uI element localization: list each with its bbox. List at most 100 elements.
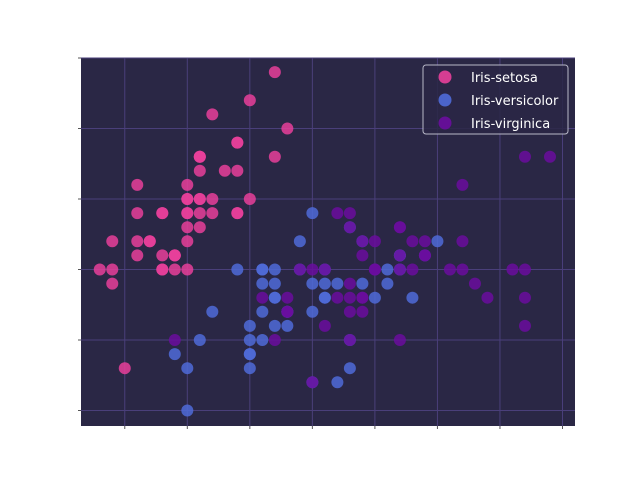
point-iris-versicolor	[268, 291, 281, 304]
point-iris-versicolor	[431, 235, 444, 248]
point-iris-setosa	[156, 207, 169, 220]
point-iris-setosa	[206, 108, 219, 121]
point-iris-versicolor	[243, 362, 256, 375]
point-iris-setosa	[193, 221, 206, 234]
point-iris-virginica	[481, 291, 494, 304]
point-iris-setosa	[118, 362, 131, 375]
point-iris-versicolor	[268, 319, 281, 332]
point-iris-setosa	[181, 178, 194, 191]
point-iris-setosa	[106, 277, 119, 290]
point-iris-setosa	[231, 207, 244, 220]
point-iris-setosa	[206, 207, 219, 220]
point-iris-setosa	[281, 122, 294, 135]
point-iris-virginica	[393, 249, 406, 262]
point-iris-setosa	[131, 235, 144, 248]
point-iris-setosa	[143, 235, 156, 248]
point-iris-virginica	[368, 263, 381, 276]
point-iris-setosa	[156, 263, 169, 276]
point-iris-virginica	[331, 291, 344, 304]
point-iris-versicolor	[243, 348, 256, 361]
point-iris-virginica	[356, 249, 369, 262]
point-iris-virginica	[406, 235, 419, 248]
point-iris-setosa	[218, 164, 231, 177]
point-iris-setosa	[231, 164, 244, 177]
point-iris-setosa	[131, 178, 144, 191]
point-iris-virginica	[456, 263, 469, 276]
point-iris-virginica	[343, 207, 356, 220]
point-iris-versicolor	[193, 333, 206, 346]
point-iris-setosa	[93, 263, 106, 276]
point-iris-virginica	[343, 221, 356, 234]
point-iris-virginica	[418, 249, 431, 262]
point-iris-versicolor	[181, 362, 194, 375]
legend-label: Iris-virginica	[471, 117, 550, 132]
point-iris-virginica	[318, 319, 331, 332]
point-iris-virginica	[281, 291, 294, 304]
point-iris-versicolor	[181, 404, 194, 417]
point-iris-virginica	[518, 291, 531, 304]
data-points	[93, 66, 556, 417]
legend-marker	[438, 70, 452, 84]
point-iris-setosa	[168, 263, 181, 276]
point-iris-virginica	[356, 235, 369, 248]
point-iris-virginica	[468, 277, 481, 290]
point-iris-virginica	[518, 150, 531, 163]
point-iris-versicolor	[318, 277, 331, 290]
point-iris-setosa	[243, 192, 256, 205]
point-iris-setosa	[206, 192, 219, 205]
point-iris-setosa	[181, 221, 194, 234]
point-iris-versicolor	[268, 263, 281, 276]
point-iris-versicolor	[306, 207, 319, 220]
point-iris-virginica	[356, 291, 369, 304]
point-iris-setosa	[168, 249, 181, 262]
point-iris-virginica	[393, 263, 406, 276]
point-iris-virginica	[343, 333, 356, 346]
point-iris-versicolor	[168, 348, 181, 361]
point-iris-virginica	[356, 305, 369, 318]
point-iris-versicolor	[256, 333, 269, 346]
legend-marker	[438, 93, 452, 107]
point-iris-virginica	[506, 263, 519, 276]
legend-label: Iris-setosa	[471, 71, 538, 86]
point-iris-virginica	[281, 305, 294, 318]
point-iris-versicolor	[256, 263, 269, 276]
point-iris-setosa	[131, 249, 144, 262]
point-iris-setosa	[181, 207, 194, 220]
point-iris-virginica	[443, 263, 456, 276]
legend-marker	[438, 116, 452, 130]
point-iris-virginica	[306, 376, 319, 389]
point-iris-virginica	[343, 277, 356, 290]
point-iris-virginica	[293, 263, 306, 276]
legend-label: Iris-versicolor	[471, 94, 559, 109]
point-iris-virginica	[331, 207, 344, 220]
point-iris-setosa	[268, 66, 281, 79]
point-iris-virginica	[418, 235, 431, 248]
point-iris-versicolor	[356, 277, 369, 290]
point-iris-virginica	[343, 291, 356, 304]
point-iris-setosa	[231, 136, 244, 149]
point-iris-versicolor	[381, 263, 394, 276]
point-iris-virginica	[256, 291, 269, 304]
point-iris-versicolor	[206, 305, 219, 318]
point-iris-virginica	[368, 235, 381, 248]
point-iris-versicolor	[331, 376, 344, 389]
point-iris-versicolor	[293, 235, 306, 248]
point-iris-virginica	[456, 235, 469, 248]
point-iris-setosa	[181, 263, 194, 276]
point-iris-virginica	[543, 150, 556, 163]
point-iris-setosa	[193, 207, 206, 220]
point-iris-virginica	[268, 333, 281, 346]
point-iris-versicolor	[243, 319, 256, 332]
point-iris-setosa	[181, 235, 194, 248]
point-iris-versicolor	[243, 333, 256, 346]
point-iris-setosa	[156, 249, 169, 262]
point-iris-virginica	[456, 178, 469, 191]
point-iris-versicolor	[331, 277, 344, 290]
point-iris-versicolor	[268, 277, 281, 290]
point-iris-setosa	[106, 263, 119, 276]
point-iris-setosa	[193, 164, 206, 177]
point-iris-virginica	[518, 263, 531, 276]
point-iris-versicolor	[381, 277, 394, 290]
point-iris-setosa	[106, 235, 119, 248]
